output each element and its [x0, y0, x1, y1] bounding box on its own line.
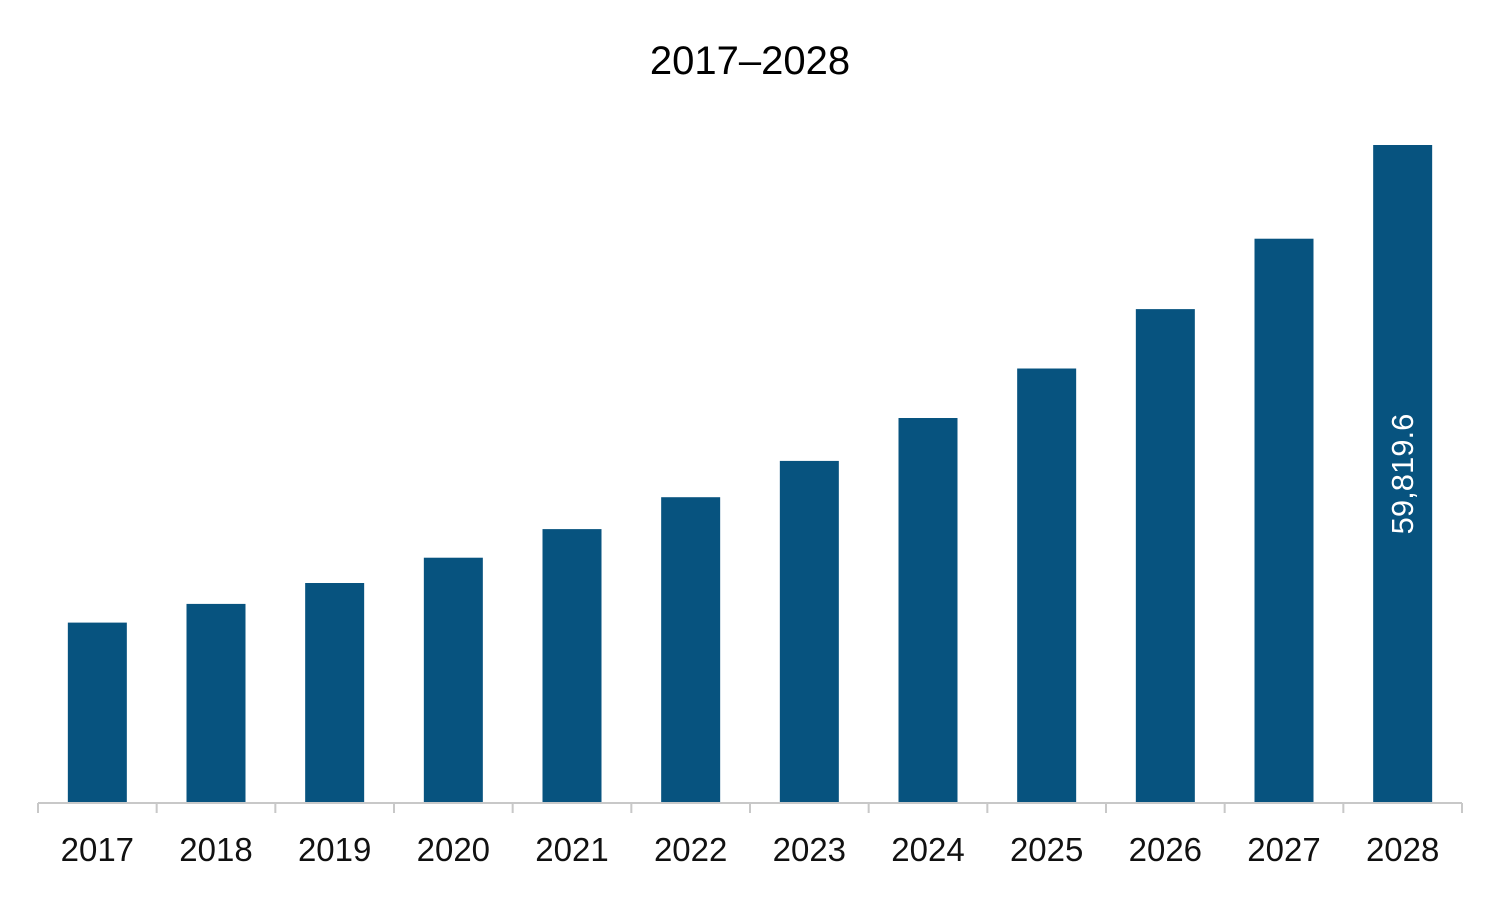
x-tick-label-2025: 2025 — [1010, 831, 1083, 868]
x-tick-label-2022: 2022 — [654, 831, 727, 868]
x-tick-label-2017: 2017 — [61, 831, 134, 868]
x-tick-label-2023: 2023 — [773, 831, 846, 868]
data-labels-group: 59,819.6 — [1385, 414, 1420, 535]
x-tick-label-2020: 2020 — [417, 831, 490, 868]
bar-2028 — [1373, 145, 1433, 803]
chart-title: 2017–2028 — [650, 39, 850, 83]
data-label-2028: 59,819.6 — [1385, 414, 1420, 535]
bar-2025 — [1017, 368, 1077, 803]
x-tick-label-2024: 2024 — [891, 831, 964, 868]
x-tick-label-2019: 2019 — [298, 831, 371, 868]
bar-2019 — [305, 583, 365, 803]
x-tick-label-2028: 2028 — [1366, 831, 1439, 868]
bar-2024 — [898, 418, 958, 803]
bar-2021 — [542, 529, 602, 803]
bar-2026 — [1135, 309, 1195, 803]
x-axis: 2017 2018 2019 2020 2021 2022 2023 2024 2025 2026… — [37, 802, 1463, 868]
bar-2027 — [1254, 238, 1314, 803]
bar-2020 — [423, 557, 483, 803]
x-tick-label-2026: 2026 — [1129, 831, 1202, 868]
bar-2022 — [661, 497, 721, 803]
x-tick-label-2027: 2027 — [1247, 831, 1320, 868]
bars-group — [67, 145, 1433, 803]
x-tick-label-2018: 2018 — [179, 831, 252, 868]
bar-2023 — [779, 460, 839, 803]
bar-2017 — [67, 622, 127, 803]
x-tick-label-2021: 2021 — [535, 831, 608, 868]
bar-2018 — [186, 603, 246, 803]
